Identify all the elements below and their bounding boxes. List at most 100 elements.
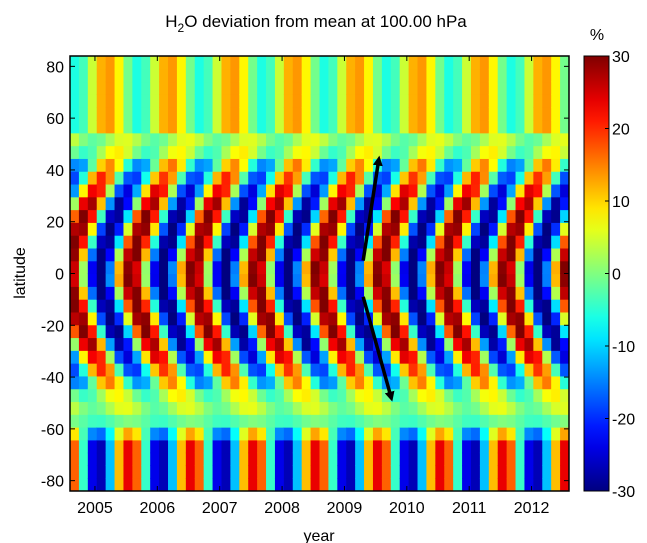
- heatmap-cell: [542, 427, 552, 441]
- heatmap-cell: [248, 439, 258, 454]
- heatmap-cell: [319, 56, 330, 70]
- heatmap-cell: [524, 286, 534, 300]
- heatmap-cell: [185, 145, 196, 159]
- heatmap-cell: [212, 171, 223, 185]
- heatmap-cell: [488, 145, 499, 159]
- heatmap-cell: [417, 56, 428, 70]
- heatmap-cell: [248, 311, 258, 326]
- heatmap-cell: [444, 465, 454, 479]
- heatmap-cell: [150, 94, 160, 108]
- heatmap-cell: [248, 478, 258, 491]
- heatmap-cell: [408, 107, 419, 121]
- heatmap-cell: [515, 81, 526, 95]
- heatmap-cell: [364, 81, 374, 95]
- heatmap-cell: [132, 337, 142, 351]
- heatmap-cell: [381, 158, 392, 172]
- heatmap-cell: [194, 171, 205, 185]
- heatmap-cell: [417, 478, 428, 491]
- heatmap-cell: [515, 158, 526, 172]
- heatmap-cell: [426, 68, 436, 83]
- heatmap-cell: [364, 68, 374, 83]
- heatmap-cell: [399, 171, 410, 185]
- heatmap-cell: [479, 311, 490, 326]
- heatmap-cell: [399, 388, 410, 403]
- heatmap-cell: [444, 247, 454, 262]
- heatmap-cell: [212, 414, 223, 428]
- heatmap-cell: [257, 119, 267, 134]
- heatmap-cell: [435, 363, 445, 377]
- heatmap-cell: [462, 273, 472, 287]
- heatmap-cell: [506, 68, 517, 83]
- heatmap-cell: [150, 299, 160, 313]
- heatmap-cell: [194, 375, 205, 390]
- heatmap-cell: [337, 196, 347, 211]
- heatmap-cell: [159, 324, 169, 339]
- heatmap-cell: [524, 56, 534, 70]
- heatmap-cell: [470, 388, 481, 403]
- heatmap-cell: [292, 375, 303, 390]
- heatmap-cell: [328, 107, 338, 121]
- heatmap-cell: [96, 401, 107, 415]
- heatmap-cell: [515, 68, 526, 83]
- heatmap-cell: [168, 145, 178, 159]
- x-tick-label: 2005: [77, 500, 113, 517]
- heatmap-cell: [248, 196, 258, 211]
- heatmap-cell: [426, 337, 436, 351]
- heatmap-cell: [497, 68, 508, 83]
- heatmap-cell: [266, 439, 276, 454]
- heatmap-cell: [96, 388, 107, 403]
- heatmap-cell: [168, 401, 178, 415]
- heatmap-cell: [283, 273, 294, 287]
- heatmap-cell: [185, 107, 196, 121]
- heatmap-cell: [372, 107, 383, 121]
- heatmap-cell: [408, 132, 419, 147]
- heatmap-cell: [319, 247, 330, 262]
- heatmap-cell: [551, 478, 561, 491]
- heatmap-cell: [328, 171, 338, 185]
- heatmap-cell: [399, 81, 410, 95]
- heatmap-cell: [141, 81, 151, 95]
- heatmap-cell: [96, 196, 107, 211]
- heatmap-cell: [176, 68, 187, 83]
- heatmap-cell: [417, 337, 428, 351]
- heatmap-cell: [337, 337, 347, 351]
- heatmap-cell: [266, 158, 276, 172]
- heatmap-cell: [283, 235, 294, 249]
- heatmap-cell: [524, 427, 534, 441]
- heatmap-cell: [310, 260, 321, 275]
- heatmap-cell: [123, 209, 133, 223]
- heatmap-cell: [372, 260, 383, 275]
- heatmap-cell: [194, 478, 205, 491]
- heatmap-cell: [168, 273, 178, 287]
- heatmap-cell: [524, 132, 534, 147]
- heatmap-cell: [141, 119, 151, 134]
- heatmap-cell: [132, 478, 142, 491]
- heatmap-cell: [479, 81, 490, 95]
- heatmap-cell: [132, 414, 142, 428]
- heatmap-cell: [168, 478, 178, 491]
- heatmap-cell: [470, 158, 481, 172]
- heatmap-cell: [390, 247, 401, 262]
- heatmap-cell: [515, 183, 526, 198]
- heatmap-cell: [399, 68, 410, 83]
- heatmap-cell: [453, 94, 463, 108]
- heatmap-cell: [150, 452, 160, 467]
- heatmap-cell: [78, 363, 89, 377]
- heatmap-cell: [159, 145, 169, 159]
- heatmap-cell: [470, 311, 481, 326]
- heatmap-cell: [551, 81, 561, 95]
- heatmap-cell: [542, 81, 552, 95]
- heatmap-cell: [159, 260, 169, 275]
- heatmap-cell: [185, 401, 196, 415]
- heatmap-cell: [105, 465, 116, 479]
- heatmap-cell: [70, 260, 80, 275]
- heatmap-cell: [479, 324, 490, 339]
- heatmap-cell: [533, 94, 543, 108]
- heatmap-cell: [381, 260, 392, 275]
- heatmap-cell: [301, 171, 312, 185]
- heatmap-cell: [87, 119, 98, 134]
- heatmap-cell: [87, 235, 98, 249]
- heatmap-cell: [497, 273, 508, 287]
- heatmap-cell: [372, 209, 383, 223]
- heatmap-cell: [292, 196, 303, 211]
